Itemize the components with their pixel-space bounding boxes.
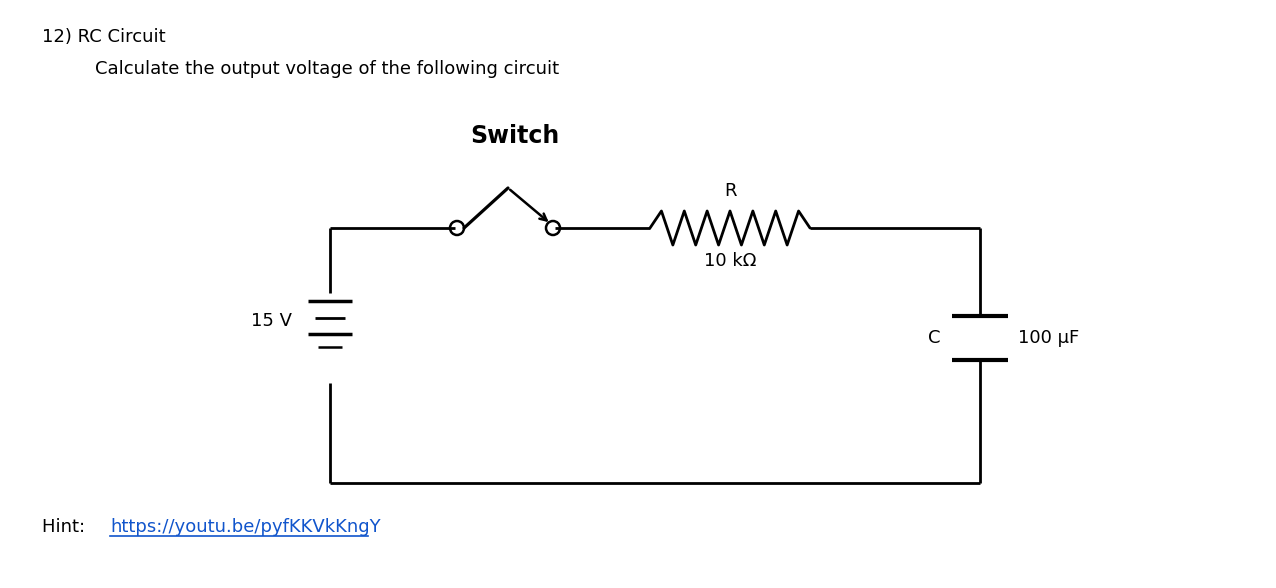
Text: 100 μF: 100 μF xyxy=(1018,329,1079,347)
Text: 15 V: 15 V xyxy=(251,312,292,330)
Text: R: R xyxy=(723,182,736,200)
Text: https://youtu.be/pyfKKVkKngY: https://youtu.be/pyfKKVkKngY xyxy=(110,518,380,536)
Text: Hint:: Hint: xyxy=(42,518,91,536)
Text: 12) RC Circuit: 12) RC Circuit xyxy=(42,28,166,46)
Text: Calculate the output voltage of the following circuit: Calculate the output voltage of the foll… xyxy=(94,60,559,78)
Text: Switch: Switch xyxy=(471,124,560,148)
Text: 10 kΩ: 10 kΩ xyxy=(704,252,757,270)
Text: C: C xyxy=(928,329,940,347)
